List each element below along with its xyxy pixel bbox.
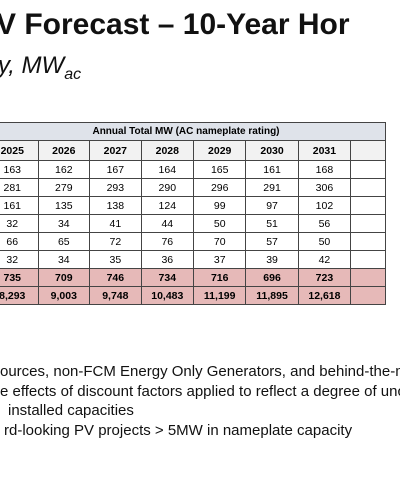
data-row: 66 65 72 76 70 57 50 xyxy=(0,232,386,251)
cell: 32 xyxy=(0,250,39,269)
cell: 99 xyxy=(193,196,247,215)
year-row: 2025 2026 2027 2028 2029 2030 2031 xyxy=(0,140,386,161)
cell: 50 xyxy=(193,214,247,233)
total-cell: 709 xyxy=(37,268,91,287)
total-cell: 696 xyxy=(245,268,299,287)
cropped-cell xyxy=(350,140,386,161)
cropped-cell xyxy=(350,250,386,269)
year-header: 2028 xyxy=(140,140,195,161)
cropped-cell xyxy=(350,268,386,287)
cell: 41 xyxy=(89,214,142,233)
year-header: 2029 xyxy=(193,140,247,161)
note-line: rd-looking PV projects > 5MW in nameplat… xyxy=(4,421,353,439)
year-header: 2025 xyxy=(0,140,39,161)
cropped-cell xyxy=(350,286,386,305)
cell: 167 xyxy=(89,160,142,179)
cell: 57 xyxy=(245,232,299,251)
cropped-cell xyxy=(350,214,386,233)
cell: 168 xyxy=(297,160,352,179)
cell: 32 xyxy=(0,214,39,233)
data-row: 281 279 293 290 296 291 306 xyxy=(0,178,386,197)
total-cell: 734 xyxy=(140,268,195,287)
cell: 290 xyxy=(140,178,195,197)
cell: 51 xyxy=(245,214,299,233)
note-line: e effects of discount factors applied to… xyxy=(0,382,400,400)
cell: 70 xyxy=(193,232,247,251)
subtitle-text: y, MW xyxy=(0,52,65,79)
cell: 44 xyxy=(140,214,195,233)
total-cell: 735 xyxy=(0,268,39,287)
cell: 293 xyxy=(89,178,142,197)
cropped-cell xyxy=(350,232,386,251)
year-header: 2027 xyxy=(89,140,142,161)
cell: 279 xyxy=(37,178,91,197)
total-cell: 11,895 xyxy=(245,286,299,305)
cropped-cell xyxy=(350,178,386,197)
cell: 165 xyxy=(193,160,247,179)
group-header: Annual Total MW (AC nameplate rating) xyxy=(0,122,386,141)
cell: 50 xyxy=(297,232,352,251)
data-row: 163 162 167 164 165 161 168 xyxy=(0,160,386,179)
data-row: 161 135 138 124 99 97 102 xyxy=(0,196,386,215)
year-header: 2026 xyxy=(37,140,91,161)
cell: 34 xyxy=(37,214,91,233)
cell: 102 xyxy=(297,196,352,215)
cropped-cell xyxy=(350,160,386,179)
cell: 35 xyxy=(89,250,142,269)
cell: 291 xyxy=(245,178,299,197)
cell: 66 xyxy=(0,232,39,251)
cell: 72 xyxy=(89,232,142,251)
total-cell: 716 xyxy=(193,268,247,287)
cell: 124 xyxy=(140,196,195,215)
notes: ources, non-FCM Energy Only Generators, … xyxy=(0,362,400,440)
total-row: 735 709 746 734 716 696 723 xyxy=(0,268,386,287)
note-line: installed capacities xyxy=(8,402,134,419)
note-line: ources, non-FCM Energy Only Generators, … xyxy=(0,363,400,380)
subtitle-subscript: ac xyxy=(64,65,82,83)
cell: 296 xyxy=(193,178,247,197)
cell: 138 xyxy=(89,196,142,215)
cell: 162 xyxy=(37,160,91,179)
title: V Forecast – 10-Year Hor xyxy=(0,8,350,41)
year-header: 2031 xyxy=(297,140,352,161)
total-cell: 12,618 xyxy=(297,286,352,305)
forecast-table: Annual Total MW (AC nameplate rating) 202… xyxy=(0,122,386,305)
total-cell: 11,199 xyxy=(193,286,247,305)
cell: 34 xyxy=(37,250,91,269)
cell: 97 xyxy=(245,196,299,215)
cell: 56 xyxy=(297,214,352,233)
cell: 39 xyxy=(245,250,299,269)
cropped-cell xyxy=(350,196,386,215)
cell: 161 xyxy=(245,160,299,179)
total-cell: 10,483 xyxy=(140,286,195,305)
total-cell: 746 xyxy=(89,268,142,287)
cell: 306 xyxy=(297,178,352,197)
data-row: 32 34 35 36 37 39 42 xyxy=(0,250,386,269)
cell: 42 xyxy=(297,250,352,269)
cell: 161 xyxy=(0,196,39,215)
cell: 76 xyxy=(140,232,195,251)
cell: 164 xyxy=(140,160,195,179)
total-cell: 9,003 xyxy=(37,286,91,305)
cell: 281 xyxy=(0,178,39,197)
subtitle: y, MWac xyxy=(0,52,81,84)
total-cell: 723 xyxy=(297,268,352,287)
cell: 36 xyxy=(140,250,195,269)
cell: 37 xyxy=(193,250,247,269)
total-row: 8,293 9,003 9,748 10,483 11,199 11,895 12,618 xyxy=(0,286,386,305)
cell: 163 xyxy=(0,160,39,179)
group-header-row: Annual Total MW (AC nameplate rating) xyxy=(0,122,386,141)
cell: 135 xyxy=(37,196,91,215)
data-row: 32 34 41 44 50 51 56 xyxy=(0,214,386,233)
total-cell: 8,293 xyxy=(0,286,39,305)
year-header: 2030 xyxy=(245,140,299,161)
total-cell: 9,748 xyxy=(89,286,142,305)
cell: 65 xyxy=(37,232,91,251)
